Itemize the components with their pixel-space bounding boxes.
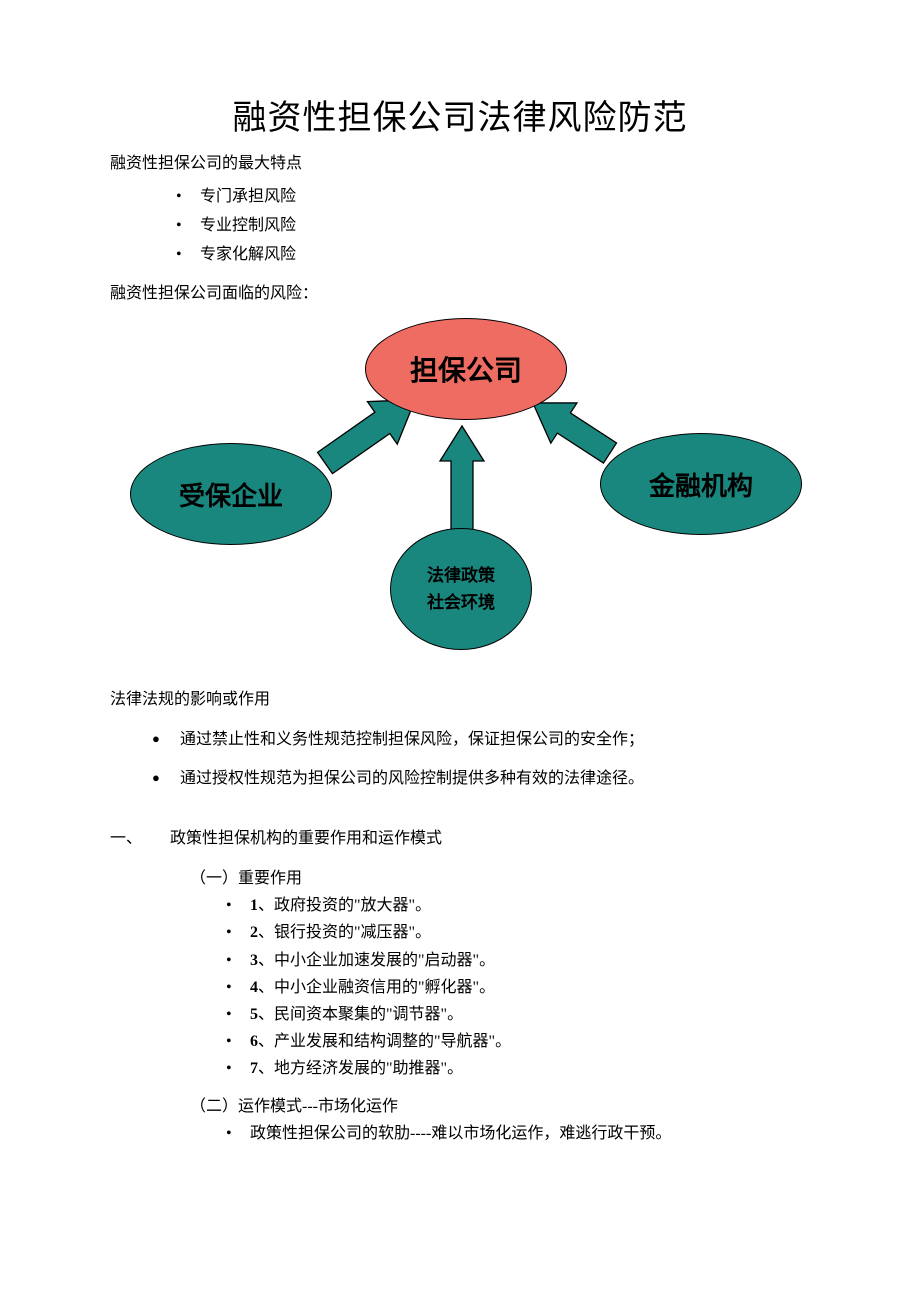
features-heading: 融资性担保公司的最大特点 [110,149,810,173]
node-label: 金融机构 [649,466,753,503]
section-title: 政策性担保机构的重要作用和运作模式 [170,830,442,847]
page-title: 融资性担保公司法律风险防范 [110,90,810,139]
list-item: 专家化解风险 [200,241,810,270]
list-item: 专业控制风险 [200,212,810,241]
list-item: 5、民间资本聚集的"调节器"。 [250,1001,810,1028]
section-1-heading: 一、政策性担保机构的重要作用和运作模式 [110,824,810,848]
diagram-node-left: 受保企业 [130,443,332,545]
risks-heading: 融资性担保公司面临的风险： [110,279,810,303]
node-label: 担保公司 [410,349,522,389]
list-item: 通过授权性规范为担保公司的风险控制提供多种有效的法律途径。 [180,760,810,798]
list-item: 1、政府投资的"放大器"。 [250,892,810,919]
list-item: 2、银行投资的"减压器"。 [250,919,810,946]
node-label: 受保企业 [179,476,283,513]
diagram-node-center: 担保公司 [365,318,567,420]
list-item: 政策性担保公司的软肋----难以市场化运作，难逃行政干预。 [250,1120,810,1147]
features-list: 专门承担风险 专业控制风险 专家化解风险 [110,183,810,269]
document-page: 融资性担保公司法律风险防范 融资性担保公司的最大特点 专门承担风险 专业控制风险… [0,0,920,1302]
node-label-line2: 社会环境 [427,589,495,616]
list-item: 7、地方经济发展的"助推器"。 [250,1055,810,1082]
list-item: 通过禁止性和义务性规范控制担保风险，保证担保公司的安全作； [180,721,810,759]
node-label-line1: 法律政策 [427,562,495,589]
important-roles-list: 1、政府投资的"放大器"。 2、银行投资的"减压器"。 3、中小企业加速发展的"… [110,892,810,1082]
law-effects-list: 通过禁止性和义务性规范控制担保风险，保证担保公司的安全作； 通过授权性规范为担保… [110,721,810,798]
law-effects-heading: 法律法规的影响或作用 [110,685,810,709]
risk-diagram: 担保公司 受保企业 金融机构 法律政策 社会环境 [110,313,810,673]
diagram-node-right: 金融机构 [600,433,802,535]
subsection-2-heading: （二）运作模式---市场化运作 [190,1092,810,1116]
list-item: 4、中小企业融资信用的"孵化器"。 [250,974,810,1001]
list-item: 专门承担风险 [200,183,810,212]
list-item: 3、中小企业加速发展的"启动器"。 [250,947,810,974]
list-item: 6、产业发展和结构调整的"导航器"。 [250,1028,810,1055]
subsection-1-heading: （一）重要作用 [190,864,810,888]
operation-mode-list: 政策性担保公司的软肋----难以市场化运作，难逃行政干预。 [110,1120,810,1147]
section-number: 一、 [110,824,170,848]
diagram-node-bottom: 法律政策 社会环境 [390,528,532,650]
